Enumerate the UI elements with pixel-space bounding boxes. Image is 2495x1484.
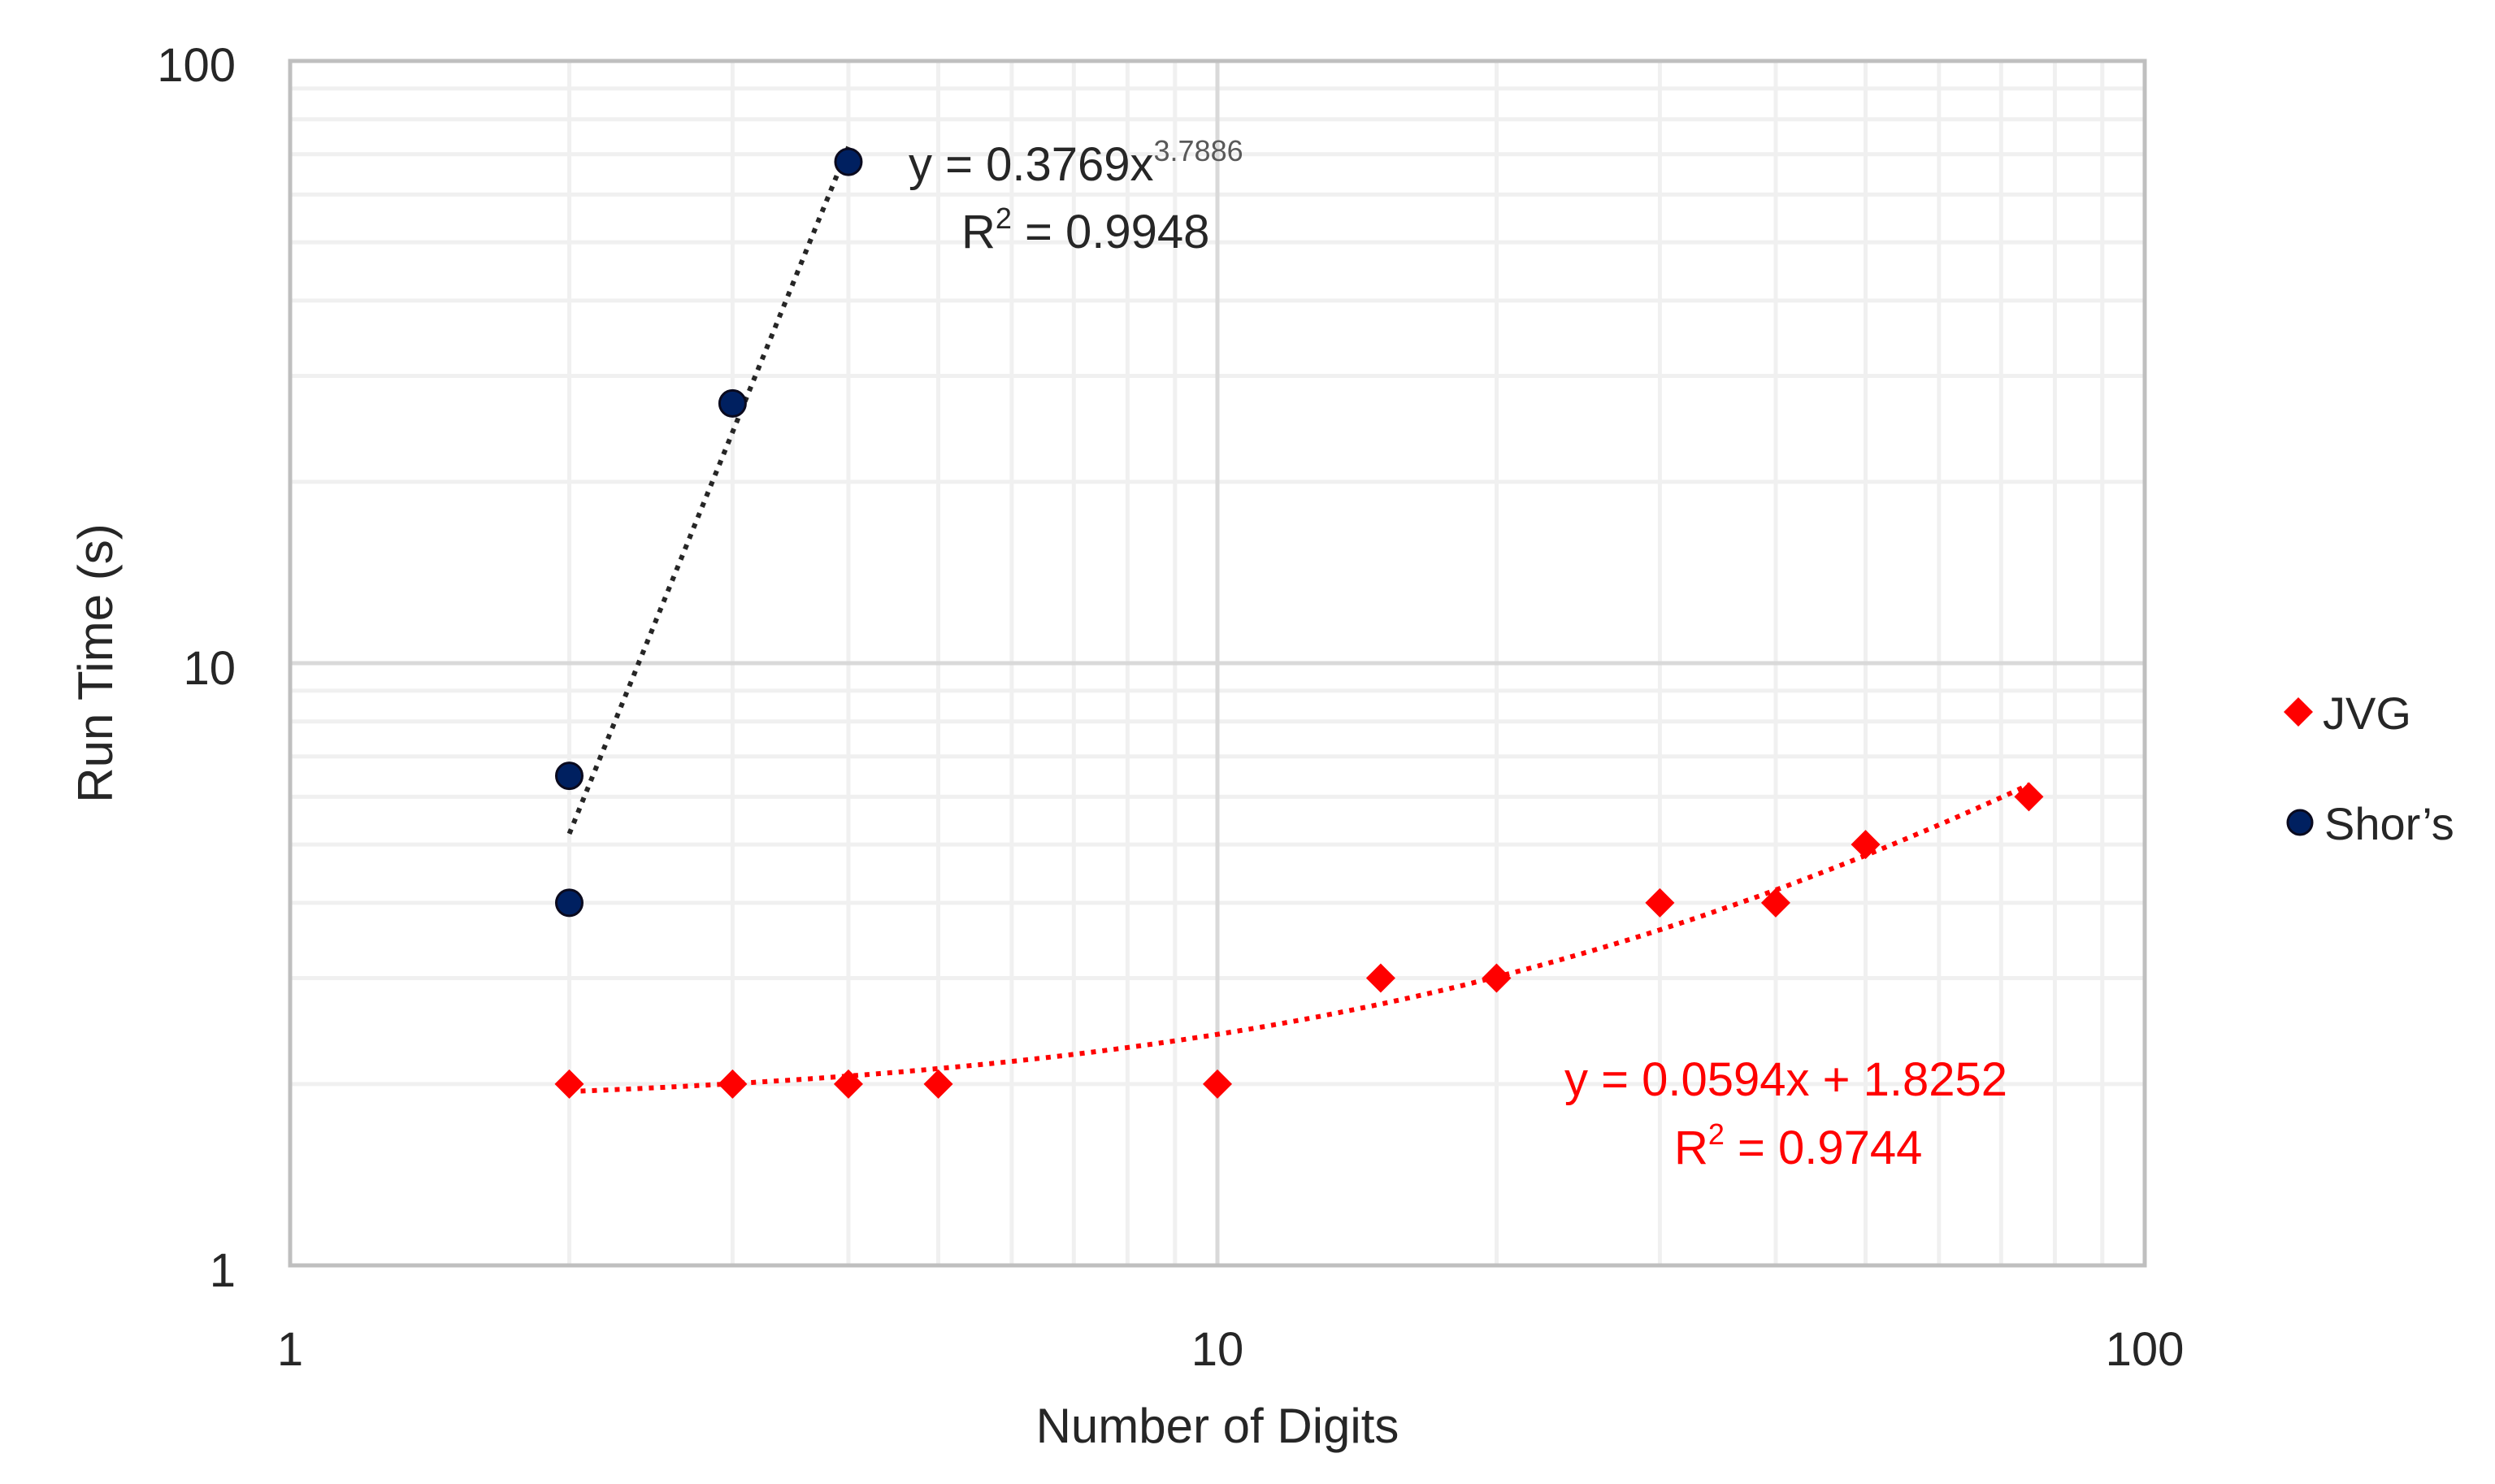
jvg-data-point[interactable] — [1645, 887, 1675, 918]
shor-data-point[interactable] — [718, 388, 747, 418]
y-axis-tick-labels: 100 10 1 — [157, 39, 236, 1297]
jvg-data-point[interactable] — [1760, 887, 1790, 918]
shor-r-squared: R2 = 0.9948 — [961, 202, 1209, 258]
x-axis-tick-labels: 1 10 100 — [277, 1323, 2185, 1376]
jvg-trendline — [569, 782, 2030, 1095]
jvg-data-point[interactable] — [1482, 963, 1512, 993]
plot-border — [288, 59, 2147, 1268]
jvg-trendline-equation: y = 0.0594x + 1.8252 R2 = 0.9744 — [1564, 1053, 2007, 1174]
jvg-data-point[interactable] — [1365, 963, 1395, 993]
jvg-series-markers — [554, 782, 2044, 1099]
legend-item-jvg[interactable]: JVG — [2284, 688, 2411, 739]
legend-label-jvg: JVG — [2323, 688, 2411, 739]
jvg-data-point[interactable] — [718, 1069, 748, 1099]
x-tick-1: 1 — [277, 1323, 303, 1376]
y-axis-title: Run Time (s) — [68, 523, 123, 802]
legend-item-shor[interactable]: Shor’s — [2286, 798, 2454, 849]
x-tick-100: 100 — [2106, 1323, 2185, 1376]
jvg-data-point[interactable] — [2014, 782, 2044, 812]
jvg-data-point[interactable] — [833, 1069, 863, 1099]
y-tick-1: 1 — [210, 1244, 236, 1297]
shor-data-point[interactable] — [554, 762, 584, 791]
x-axis-title: Number of Digits — [1036, 1399, 1399, 1453]
jvg-data-point[interactable] — [1203, 1069, 1232, 1099]
y-tick-100: 100 — [157, 39, 236, 92]
diamond-marker-icon — [2284, 697, 2313, 727]
shor-trendline-equation: y = 0.3769x3.7886 R2 = 0.9948 — [909, 134, 1243, 258]
shor-data-point[interactable] — [554, 888, 584, 918]
plot-area — [288, 59, 2147, 1268]
trendlines — [566, 145, 2030, 1095]
shor-equation: y = 0.3769x3.7886 — [909, 134, 1243, 191]
jvg-r-squared: R2 = 0.9744 — [1674, 1117, 1922, 1174]
shor-series-markers — [554, 147, 863, 918]
legend-label-shor: Shor’s — [2324, 798, 2454, 849]
jvg-equation: y = 0.0594x + 1.8252 — [1564, 1053, 2007, 1106]
jvg-data-point[interactable] — [554, 1069, 584, 1099]
jvg-data-point[interactable] — [1851, 830, 1881, 860]
legend: JVG Shor’s — [2284, 688, 2454, 849]
x-tick-10: 10 — [1191, 1323, 1244, 1376]
major-gridlines — [290, 61, 2145, 1265]
y-tick-10: 10 — [183, 642, 236, 695]
shor-data-point[interactable] — [834, 147, 863, 176]
circle-marker-icon — [2286, 809, 2314, 836]
shor-trendline — [566, 145, 851, 835]
jvg-data-point[interactable] — [923, 1069, 953, 1099]
